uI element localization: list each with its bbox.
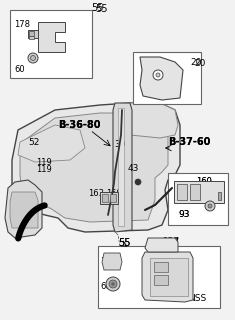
Circle shape <box>28 53 38 63</box>
Text: B-36-80: B-36-80 <box>58 120 101 130</box>
Bar <box>29 36 34 39</box>
Text: 93: 93 <box>178 210 189 219</box>
Bar <box>98 246 220 308</box>
Polygon shape <box>130 103 178 138</box>
Text: 163: 163 <box>88 189 104 198</box>
Polygon shape <box>28 30 38 38</box>
Text: 127: 127 <box>163 238 180 247</box>
Text: B-37-60: B-37-60 <box>168 137 210 147</box>
Text: 160: 160 <box>196 177 212 186</box>
Bar <box>10 10 92 78</box>
Bar <box>154 275 168 285</box>
Polygon shape <box>140 57 183 100</box>
Bar <box>168 173 228 225</box>
Bar <box>100 192 118 204</box>
Text: 60: 60 <box>14 65 25 74</box>
Polygon shape <box>20 113 168 222</box>
Circle shape <box>135 179 141 185</box>
Text: 43: 43 <box>128 164 139 173</box>
Text: 39: 39 <box>114 140 125 149</box>
Text: 60: 60 <box>100 282 111 291</box>
Text: 159: 159 <box>106 189 122 198</box>
Polygon shape <box>10 192 38 228</box>
Polygon shape <box>38 22 65 52</box>
Text: 55: 55 <box>118 238 130 248</box>
Text: B-37-60: B-37-60 <box>168 137 210 147</box>
Bar <box>133 52 201 104</box>
Bar <box>218 192 221 200</box>
Bar <box>177 184 187 200</box>
Polygon shape <box>102 253 122 270</box>
Text: 20: 20 <box>194 59 205 68</box>
Text: 55: 55 <box>95 4 107 14</box>
Circle shape <box>205 201 215 211</box>
Text: NSS: NSS <box>188 294 206 303</box>
Polygon shape <box>12 103 180 232</box>
Circle shape <box>156 73 160 77</box>
Text: 127: 127 <box>163 237 180 246</box>
Circle shape <box>31 55 35 60</box>
Bar <box>110 194 116 202</box>
Text: 20: 20 <box>190 58 201 67</box>
Circle shape <box>109 280 117 288</box>
Text: 178: 178 <box>14 20 30 29</box>
Text: 178: 178 <box>100 257 116 266</box>
Bar <box>102 194 108 202</box>
Polygon shape <box>5 180 42 238</box>
Bar <box>190 184 200 200</box>
Polygon shape <box>113 103 132 232</box>
Text: 93: 93 <box>178 210 189 219</box>
Circle shape <box>208 204 212 208</box>
Bar <box>150 258 188 296</box>
Polygon shape <box>18 125 85 162</box>
Text: 119: 119 <box>36 165 52 174</box>
Bar <box>154 262 168 272</box>
Circle shape <box>111 283 114 285</box>
Polygon shape <box>145 238 178 252</box>
Text: 119: 119 <box>36 158 52 167</box>
Bar <box>118 108 124 226</box>
Text: 160: 160 <box>196 177 212 186</box>
Text: 55: 55 <box>118 238 130 248</box>
Text: 55: 55 <box>91 3 103 13</box>
Bar <box>174 181 224 203</box>
Circle shape <box>106 277 120 291</box>
Text: 52: 52 <box>28 138 39 147</box>
Circle shape <box>153 70 163 80</box>
Bar <box>29 31 34 36</box>
Polygon shape <box>142 252 193 302</box>
Text: B-36-80: B-36-80 <box>58 120 101 130</box>
